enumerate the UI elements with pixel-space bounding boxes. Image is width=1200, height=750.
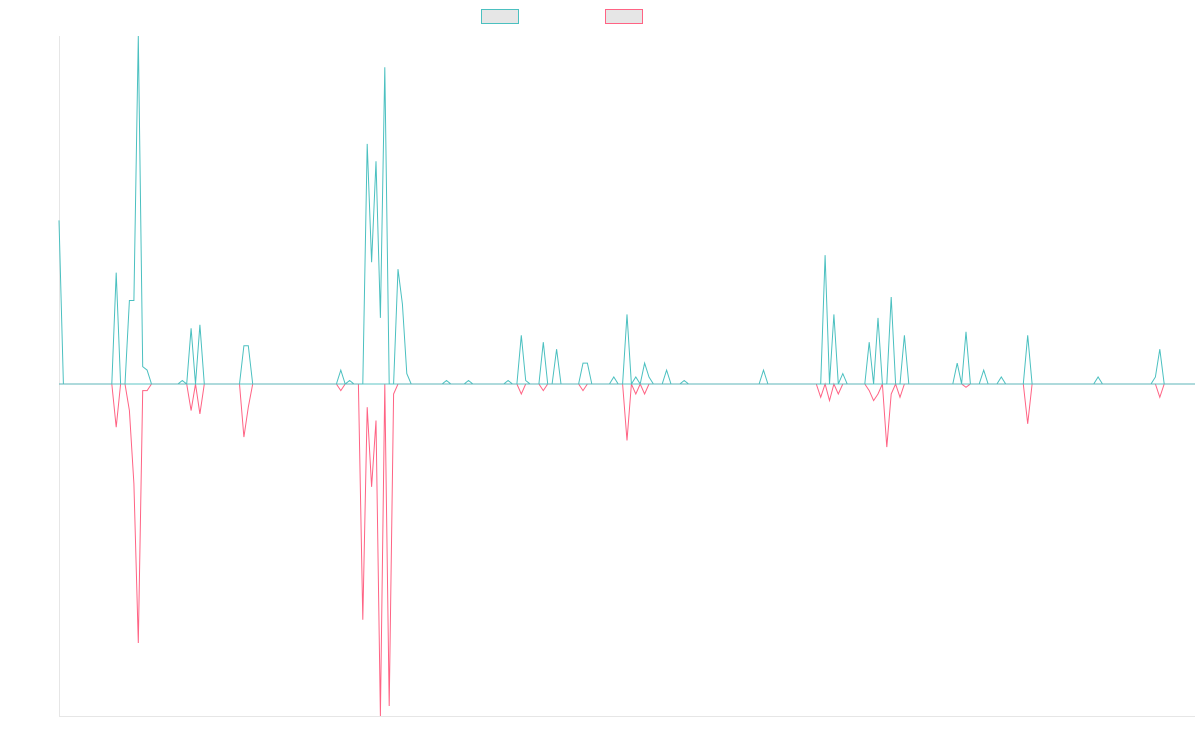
series-layer	[58, 35, 1195, 717]
legend-swatch-series-1[interactable]	[481, 9, 519, 24]
series-line-1	[58, 35, 1195, 386]
series-line-2	[59, 382, 1195, 717]
legend	[0, 9, 1200, 27]
legend-swatch-series-2[interactable]	[605, 9, 643, 24]
